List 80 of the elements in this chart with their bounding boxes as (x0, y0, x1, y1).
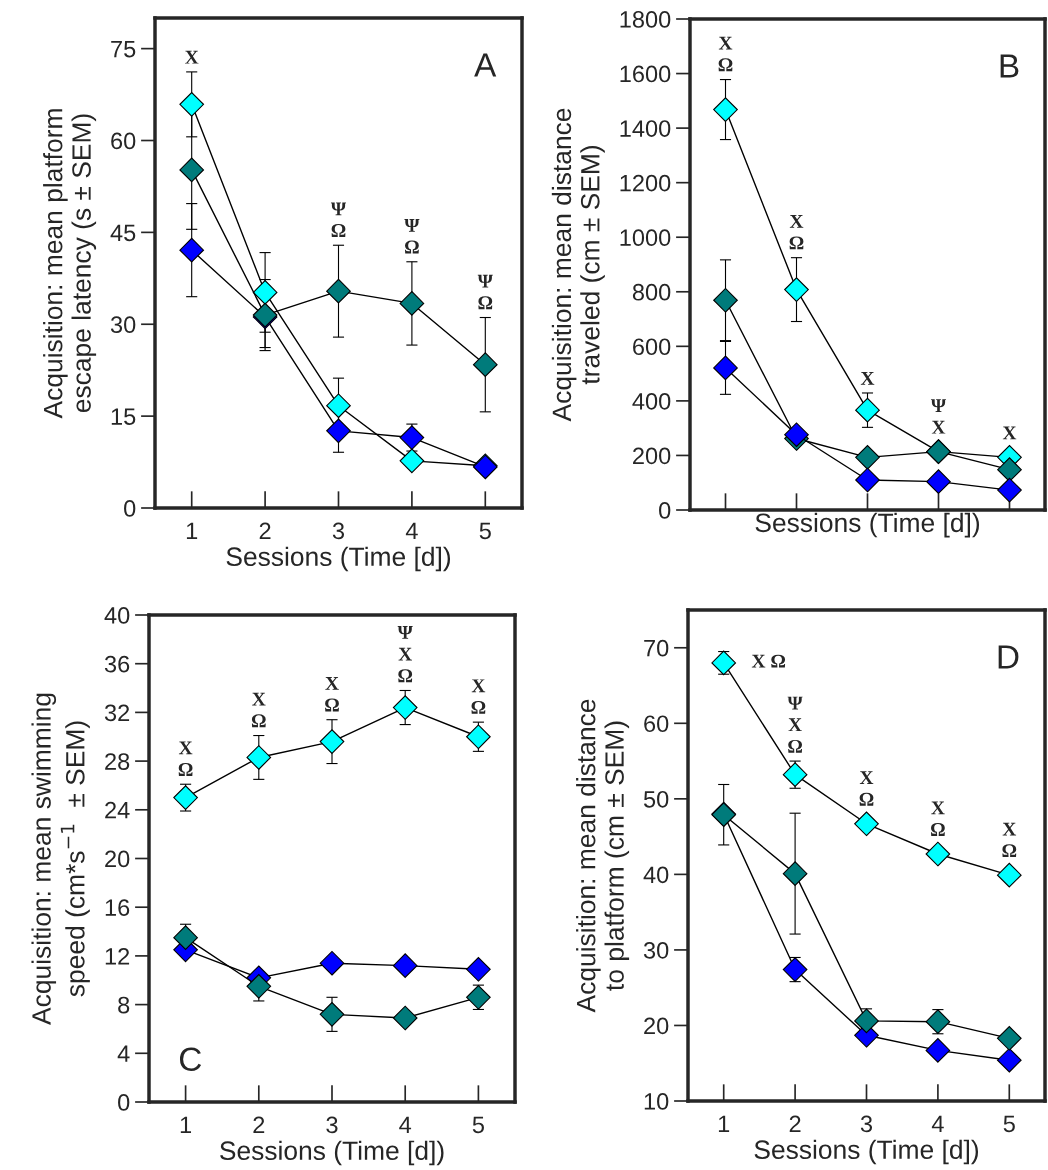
annotation: C (179, 1047, 202, 1072)
y-tick-label: 8 (118, 996, 130, 1014)
annotation: Ψ Ω (330, 202, 347, 237)
y-tick-label: 40 (643, 866, 669, 884)
annotation: A (474, 53, 497, 77)
annotation: Χ Ω (251, 692, 266, 728)
y-tick-label: 600 (633, 338, 671, 356)
annotation: Χ (860, 371, 875, 385)
x-axis-title: Sessions (Time [d]) (226, 546, 451, 572)
x-tick-label: 2 (259, 522, 271, 539)
y-tick-label: 15 (111, 408, 136, 425)
y-axis-title: Acquisition: mean distance to platform (cm ± SEM) (576, 699, 630, 1013)
y-tick-label: 50 (643, 790, 669, 808)
y-tick-label: 45 (110, 224, 136, 242)
x-tick-label: 1 (186, 522, 198, 539)
annotation: Χ Ω (178, 741, 193, 776)
annotation: Χ Ω (718, 36, 733, 72)
annotation: Ψ Ω (404, 219, 420, 254)
x-tick-label: 3 (860, 1115, 873, 1133)
y-tick-label: 30 (110, 316, 136, 334)
x-tick-label: 2 (253, 1116, 265, 1133)
y-tick-label: 200 (633, 447, 671, 465)
annotation: Χ (185, 50, 199, 64)
y-tick-label: 20 (644, 1017, 669, 1035)
x-tick-label: 4 (405, 522, 418, 539)
x-tick-label: 3 (326, 1116, 338, 1134)
annotation: Ψ Ω (477, 274, 493, 310)
y-tick-label: 60 (111, 132, 136, 150)
y-tick-label: 1200 (620, 174, 671, 192)
y-tick-label: 4 (117, 1045, 130, 1062)
y-tick-label: 0 (659, 502, 671, 519)
annotation: Ψ Χ (930, 399, 947, 434)
y-tick-label: 36 (104, 655, 130, 673)
x-tick-label: 5 (1003, 1115, 1015, 1133)
y-tick-label: 1400 (620, 120, 671, 137)
y-tick-label: 75 (111, 40, 136, 58)
y-tick-label: 1800 (620, 11, 671, 28)
annotation: Χ Ω (789, 214, 804, 250)
annotation: Χ Ω (325, 676, 339, 712)
x-tick-label: 5 (479, 522, 491, 540)
x-tick-label: 2 (789, 1115, 801, 1132)
annotation: Χ Ω (471, 679, 486, 714)
y-axis-title: Acquisition: mean swimming speed (cm*s$^{−1}$ ± SEM) (31, 693, 90, 1025)
y-tick-label: 40 (104, 607, 130, 624)
y-tick-label: 12 (105, 947, 130, 965)
y-axis-title: Acquisition: mean platform escape latency (s ± SEM) (43, 109, 97, 419)
y-tick-label: 10 (644, 1093, 669, 1110)
annotation: Χ Ω (931, 801, 945, 836)
x-tick-label: 1 (180, 1116, 192, 1133)
y-tick-label: 0 (118, 1094, 130, 1111)
y-tick-label: 400 (632, 392, 671, 410)
annotation: Ψ Χ Ω (787, 696, 803, 753)
y-tick-label: 16 (105, 899, 130, 916)
y-tick-label: 1000 (620, 229, 671, 247)
annotation: Ψ Χ Ω (397, 626, 413, 683)
x-tick-label: 4 (399, 1116, 412, 1133)
x-axis-title: Sessions (Time [d]) (754, 1139, 979, 1165)
annotation: Χ Ω (859, 771, 874, 806)
x-tick-label: 5 (472, 1116, 484, 1134)
y-tick-label: 0 (124, 500, 136, 517)
y-tick-label: 24 (105, 801, 130, 819)
x-tick-label: 1 (718, 1115, 730, 1132)
y-tick-label: 1600 (620, 65, 671, 83)
annotation: B (1000, 54, 1019, 78)
y-tick-label: 20 (105, 850, 130, 868)
y-tick-label: 800 (632, 283, 671, 301)
annotation: D (998, 645, 1019, 669)
x-tick-label: 4 (931, 1115, 944, 1132)
annotation: Χ Ω (1002, 822, 1017, 858)
x-axis-title: Sessions (Time [d]) (755, 512, 980, 538)
annotation: Χ (1002, 426, 1017, 440)
y-tick-label: 28 (105, 753, 130, 770)
x-tick-label: 3 (332, 522, 345, 540)
y-tick-label: 30 (643, 941, 669, 959)
y-tick-label: 32 (104, 704, 130, 722)
y-tick-label: 60 (644, 715, 669, 733)
y-tick-label: 70 (644, 639, 669, 657)
y-axis-title: Acquisition: mean distance traveled (cm ± SEM) (551, 108, 605, 422)
x-axis-title: Sessions (Time [d]) (220, 1140, 444, 1166)
annotation: Χ Ω (751, 654, 786, 668)
